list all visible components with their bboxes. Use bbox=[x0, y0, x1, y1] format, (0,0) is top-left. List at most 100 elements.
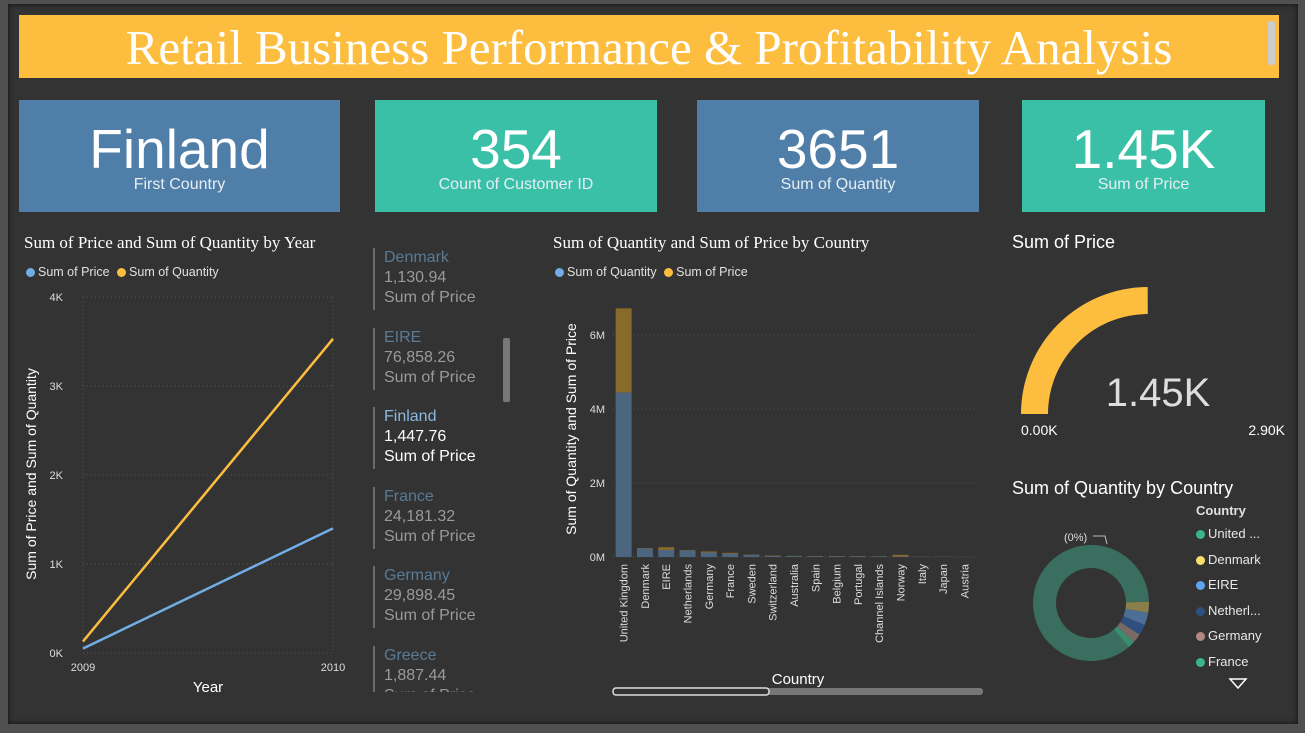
series-line[interactable] bbox=[82, 527, 334, 650]
banner-scrollbar[interactable] bbox=[1268, 21, 1275, 65]
slicer-item-measure: Sum of Price bbox=[384, 448, 476, 465]
bar[interactable] bbox=[615, 308, 632, 393]
donut-legend-label: United ... bbox=[1208, 526, 1261, 541]
gauge-chart: 1.45K 0.00K 2.90K bbox=[1021, 287, 1286, 438]
slicer-item-value: 76,858.26 bbox=[384, 348, 456, 366]
slicer-item-name: Denmark bbox=[384, 249, 449, 266]
slicer-item-measure: Sum of Price bbox=[384, 527, 476, 545]
bar[interactable] bbox=[807, 556, 824, 557]
x-axis-label: Year bbox=[193, 679, 223, 696]
x-axis-label: Country bbox=[772, 671, 825, 688]
bar[interactable] bbox=[658, 549, 675, 557]
x-tick-label: 2009 bbox=[71, 662, 95, 674]
donut-slice[interactable] bbox=[1120, 616, 1145, 635]
bar[interactable] bbox=[828, 556, 845, 557]
bar[interactable] bbox=[679, 550, 696, 557]
x-tick-label: Germany bbox=[704, 564, 716, 610]
donut-legend-title: Country bbox=[1196, 503, 1246, 518]
card-value: Finland bbox=[89, 118, 270, 180]
gauge-fill[interactable] bbox=[1021, 287, 1148, 414]
bar[interactable] bbox=[892, 554, 909, 557]
bar[interactable] bbox=[636, 548, 653, 557]
donut-legend-item[interactable]: EIRE bbox=[1196, 577, 1238, 592]
donut-legend-label: EIRE bbox=[1208, 577, 1239, 592]
donut-slice[interactable] bbox=[1033, 544, 1149, 661]
donut-slice[interactable] bbox=[1123, 608, 1149, 625]
y-tick-label: 0K bbox=[50, 648, 64, 660]
card-customer-count: 354 Count of Customer ID bbox=[375, 100, 657, 212]
legend-dot-icon bbox=[1196, 581, 1205, 590]
card-value: 1.45K bbox=[1071, 118, 1216, 180]
donut-legend-item[interactable]: Denmark bbox=[1196, 552, 1261, 567]
bar[interactable] bbox=[871, 556, 888, 557]
donut-slice[interactable] bbox=[1125, 601, 1150, 613]
bar[interactable] bbox=[849, 556, 866, 557]
bar[interactable] bbox=[658, 547, 675, 550]
donut-legend-item[interactable]: Germany bbox=[1196, 628, 1261, 643]
slicer-item-value: 1,447.76 bbox=[384, 428, 447, 445]
bar[interactable] bbox=[722, 553, 739, 557]
y-tick-label: 4M bbox=[590, 404, 605, 416]
legend-item-price[interactable]: Sum of Price bbox=[26, 265, 110, 279]
y-tick-label: 1K bbox=[50, 559, 64, 571]
x-scrollbar-thumb[interactable] bbox=[612, 687, 770, 696]
slicer-item[interactable]: Greece 1,887.44 Sum of Price bbox=[373, 645, 518, 692]
x-tick-label: Denmark bbox=[640, 564, 652, 609]
card-label: Sum of Price bbox=[1097, 176, 1190, 193]
x-tick-label: France bbox=[725, 564, 737, 598]
legend-item-quantity[interactable]: Sum of Quantity bbox=[117, 265, 219, 279]
bar[interactable] bbox=[892, 556, 909, 557]
legend-item-price[interactable]: Sum of Price bbox=[664, 265, 748, 279]
legend-dot-icon bbox=[26, 268, 35, 277]
x-tick-label: Belgium bbox=[832, 564, 844, 604]
bar[interactable] bbox=[786, 556, 802, 557]
bar[interactable] bbox=[700, 551, 717, 553]
donut-legend-item[interactable]: France bbox=[1196, 654, 1248, 669]
chevron-down-icon[interactable] bbox=[1228, 678, 1248, 690]
series-line[interactable] bbox=[82, 338, 334, 643]
slicer-item[interactable]: Denmark 1,130.94 Sum of Price bbox=[373, 248, 518, 310]
slicer-item[interactable]: EIRE 76,858.26 Sum of Price bbox=[373, 327, 518, 390]
bar[interactable] bbox=[615, 392, 632, 557]
donut-legend-item[interactable]: United ... bbox=[1196, 526, 1260, 541]
card-value: 354 bbox=[470, 118, 562, 180]
slicer-item-name: EIRE bbox=[384, 328, 422, 346]
card-value: 3651 bbox=[776, 118, 900, 180]
donut-slice[interactable] bbox=[1113, 626, 1135, 647]
bar[interactable] bbox=[764, 555, 781, 557]
slicer-item-value: 1,887.44 bbox=[384, 666, 447, 684]
slicer-item[interactable]: France 24,181.32 Sum of Price bbox=[373, 486, 518, 549]
line-chart: 0K 1K 2K 3K 4K 2009 2010 Year Sum of Price and S… bbox=[23, 292, 345, 696]
x-tick-label: Sweden bbox=[746, 564, 758, 604]
slicer-item-value: 1,130.94 bbox=[384, 269, 447, 286]
bar[interactable] bbox=[722, 552, 739, 554]
slicer-scrollbar[interactable] bbox=[503, 338, 510, 402]
card-first-country: Finland First Country bbox=[19, 100, 340, 212]
x-tick-label: 2010 bbox=[321, 662, 345, 674]
bar[interactable] bbox=[700, 552, 717, 557]
legend-dot-icon bbox=[664, 268, 674, 277]
bar-chart: 0M 2M 4M 6M United Kingdom Denmark EIRE Netherl… bbox=[563, 308, 983, 696]
legend-dot-icon bbox=[1196, 555, 1205, 565]
slicer-item-value: 29,898.45 bbox=[384, 587, 456, 604]
donut-annotation: (0%) bbox=[1064, 532, 1087, 544]
donut-slice[interactable] bbox=[1116, 622, 1140, 642]
legend-item-quantity[interactable]: Sum of Quantity bbox=[555, 265, 657, 279]
x-tick-label: Channel Islands bbox=[874, 564, 886, 643]
legend-dot-icon bbox=[117, 268, 127, 277]
slicer-item[interactable]: Finland 1,447.76 Sum of Price bbox=[373, 407, 518, 469]
x-tick-label: Austria bbox=[959, 563, 971, 598]
bar[interactable] bbox=[743, 554, 760, 557]
card-sum-price: 1.45K Sum of Price bbox=[1022, 100, 1265, 212]
donut-chart: (0%) bbox=[1033, 532, 1150, 661]
y-tick-label: 4K bbox=[50, 292, 64, 304]
legend-dot-icon bbox=[1196, 606, 1205, 616]
x-tick-label: United Kingdom bbox=[619, 564, 631, 642]
slicer-item-name: Finland bbox=[384, 408, 437, 425]
x-tick-label: Japan bbox=[938, 564, 950, 594]
title-banner: Retail Business Performance & Profitabil… bbox=[19, 15, 1279, 78]
y-axis-label: Sum of Quantity and Sum of Price bbox=[563, 323, 579, 535]
slicer-item[interactable]: Germany 29,898.45 Sum of Price bbox=[373, 566, 518, 628]
x-tick-label: Spain bbox=[810, 564, 822, 592]
donut-legend-item[interactable]: Netherl... bbox=[1196, 603, 1261, 618]
